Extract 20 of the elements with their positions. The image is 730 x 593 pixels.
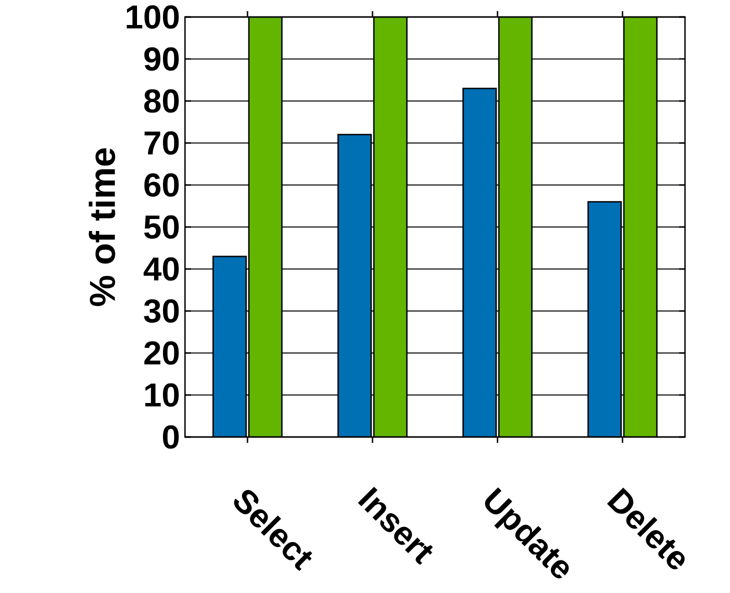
y-tick-label: 30: [144, 299, 179, 323]
y-tick-label: 70: [144, 131, 179, 155]
y-tick-label: 60: [144, 173, 179, 197]
bar: [587, 201, 622, 437]
y-axis-title: % of time: [88, 148, 116, 306]
y-tick-label: 0: [162, 425, 179, 449]
bar: [248, 17, 283, 437]
y-tick-label: 90: [144, 47, 179, 71]
y-tick-label: 40: [144, 257, 179, 281]
bar: [462, 88, 497, 437]
bar: [373, 17, 408, 437]
y-tick-label: 80: [144, 89, 179, 113]
y-tick-label: 10: [145, 383, 179, 407]
bar: [212, 256, 247, 437]
y-tick-label: 100: [126, 5, 179, 29]
bar: [498, 17, 533, 437]
bar: [337, 134, 372, 437]
y-tick-label: 20: [144, 341, 179, 365]
bar: [623, 17, 658, 437]
y-tick-label: 50: [144, 215, 179, 239]
